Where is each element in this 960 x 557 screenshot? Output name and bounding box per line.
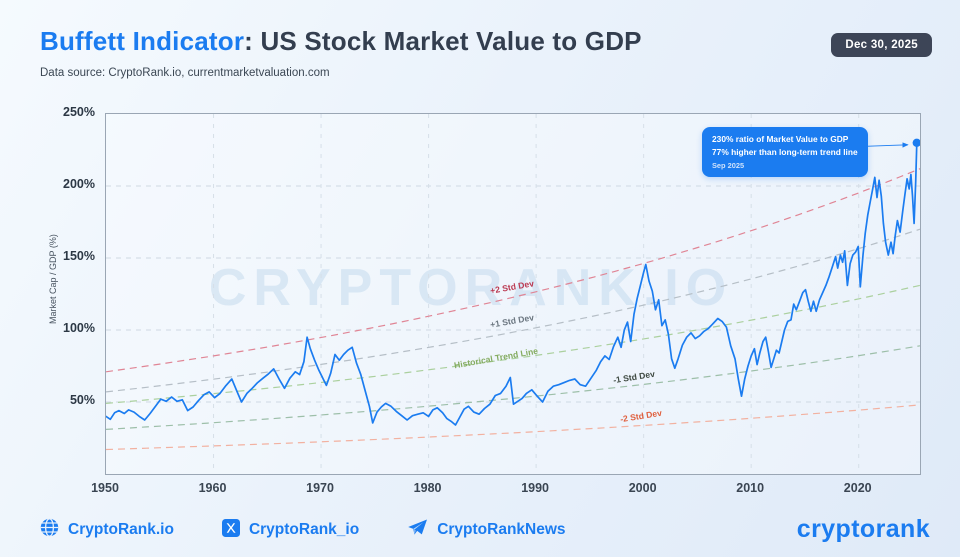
link-telegram-label: CryptoRankNews: [437, 521, 566, 538]
link-website-label: CryptoRank.io: [68, 521, 174, 538]
title-highlight: Buffett Indicator: [40, 26, 245, 56]
x-tick-label-1980: 1980: [413, 481, 442, 495]
x-twitter-icon: [221, 518, 240, 542]
chart-plot-area[interactable]: CRYPTORANK.IO 230% ratio of Market Value…: [105, 113, 921, 475]
series-end-dot: [912, 138, 920, 147]
series-line: [106, 141, 918, 426]
chart-canvas: [106, 114, 920, 474]
y-tick-label-200: 200%: [63, 177, 95, 191]
x-tick-label-2000: 2000: [628, 481, 657, 495]
y-tick-label-250: 250%: [63, 105, 95, 119]
data-source-subtitle: Data source: CryptoRank.io, currentmarke…: [40, 67, 330, 79]
x-tick-label-1970: 1970: [306, 481, 334, 495]
title-rest: : US Stock Market Value to GDP: [244, 26, 642, 56]
link-x-twitter-label: CryptoRank_io: [248, 521, 360, 538]
x-tick-label-1960: 1960: [198, 481, 227, 495]
trend-line-historical-trend-line: [106, 284, 920, 404]
trend-line--2-std-dev: [106, 168, 920, 373]
trend-line--1-std-dev: [106, 228, 920, 393]
tooltip-line-2: 77% higher than long-term trend line: [712, 147, 858, 158]
telegram-icon: [407, 518, 428, 542]
y-axis-title: Market Cap / GDP (%): [48, 234, 58, 324]
link-website[interactable]: CryptoRank.io: [40, 518, 174, 542]
x-tick-label-1990: 1990: [521, 481, 550, 495]
date-badge: Dec 30, 2025: [831, 33, 932, 57]
link-telegram[interactable]: CryptoRankNews: [407, 518, 566, 542]
tooltip-date: Sep 2025: [712, 161, 745, 171]
x-tick-label-2020: 2020: [843, 481, 872, 495]
y-tick-label-50: 50%: [69, 393, 95, 407]
x-tick-label-1950: 1950: [91, 481, 119, 495]
annotation-tooltip: 230% ratio of Market Value to GDP 77% hi…: [702, 127, 868, 177]
y-tick-label-150: 150%: [63, 249, 95, 263]
cryptorank-logo: cryptorank: [796, 515, 930, 543]
trend-line--2-std-dev: [106, 404, 920, 451]
y-tick-label-100: 100%: [63, 321, 95, 335]
footer: CryptoRank.io CryptoRank_io CryptoRankNe…: [40, 518, 566, 542]
link-x-twitter[interactable]: CryptoRank_io: [221, 518, 360, 542]
globe-icon: [40, 518, 59, 542]
tooltip-line-1: 230% ratio of Market Value to GDP: [712, 134, 849, 144]
x-tick-label-2010: 2010: [736, 481, 765, 495]
page-title: Buffett Indicator: US Stock Market Value…: [40, 26, 642, 57]
